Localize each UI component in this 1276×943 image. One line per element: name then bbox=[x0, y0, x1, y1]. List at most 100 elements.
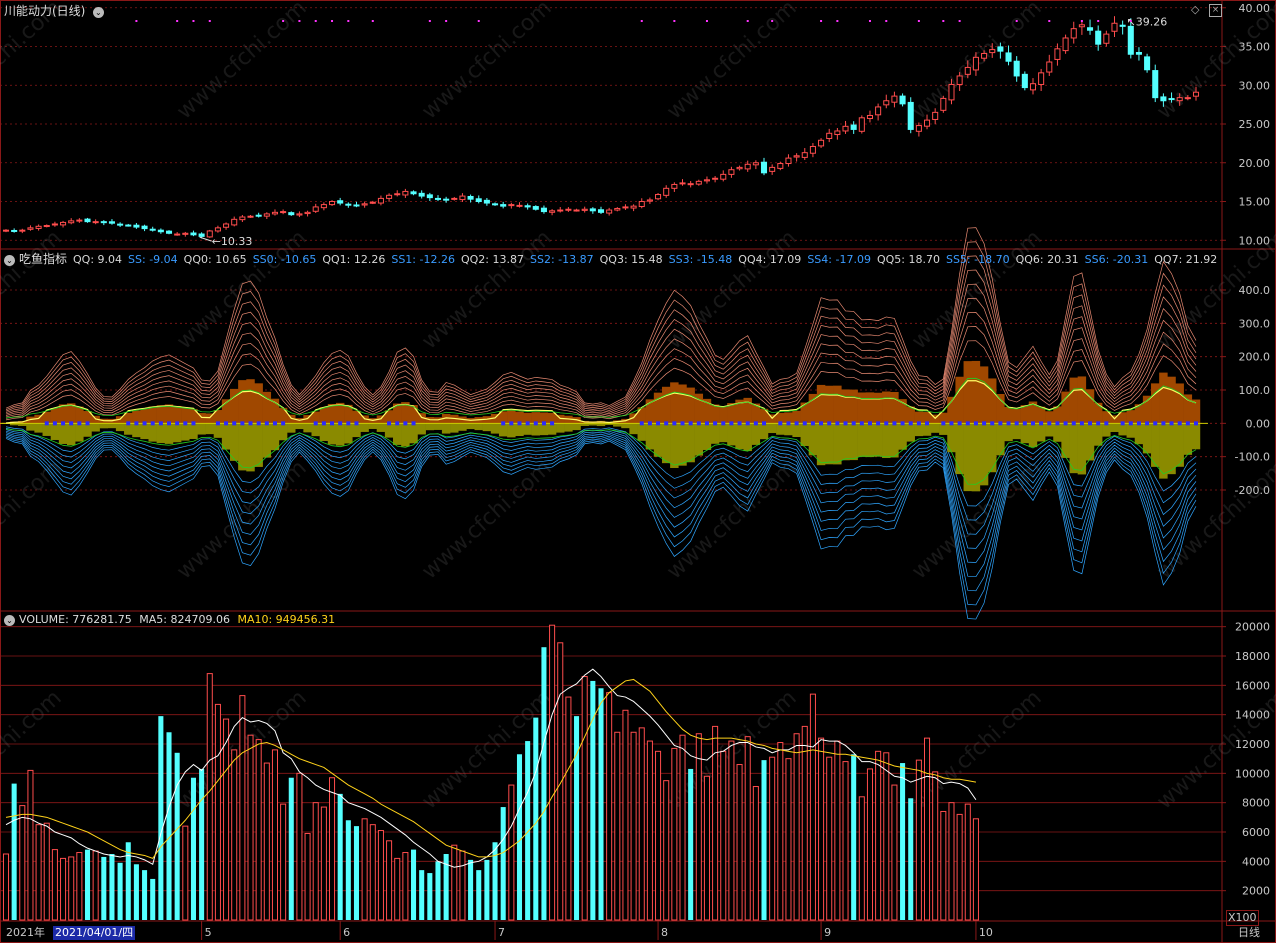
negative-bar bbox=[661, 423, 671, 464]
candle-body bbox=[125, 224, 132, 227]
volume-bar bbox=[166, 732, 172, 920]
blue-marker bbox=[1104, 421, 1109, 426]
close-icon[interactable]: × bbox=[1209, 4, 1222, 17]
blue-marker bbox=[321, 421, 326, 426]
candle-body bbox=[703, 179, 710, 182]
negative-bar bbox=[613, 423, 622, 427]
positive-bar bbox=[205, 413, 214, 424]
candle-body bbox=[834, 130, 841, 136]
negative-bar bbox=[1126, 423, 1136, 438]
volume-bar bbox=[92, 850, 99, 921]
negative-bar bbox=[670, 423, 679, 468]
chevron-down-icon[interactable]: ⌄ bbox=[4, 254, 15, 266]
positive-bar bbox=[629, 413, 638, 424]
volume-bar bbox=[476, 870, 482, 920]
negative-bar bbox=[34, 423, 43, 433]
positive-bar bbox=[1085, 389, 1095, 424]
negative-bar bbox=[735, 423, 744, 450]
volume-bar bbox=[622, 709, 629, 921]
volume-bar bbox=[500, 807, 506, 920]
blue-marker bbox=[1006, 421, 1011, 426]
signal-dot bbox=[347, 20, 350, 22]
volume-bar bbox=[663, 780, 670, 921]
negative-bar bbox=[466, 423, 475, 430]
candle-body bbox=[165, 230, 173, 234]
negative-bar bbox=[914, 423, 924, 437]
volume-bar bbox=[875, 750, 882, 921]
volume-bar bbox=[377, 830, 384, 921]
positive-bar bbox=[816, 384, 826, 424]
blue-marker bbox=[835, 421, 840, 426]
period-label[interactable]: 日线 bbox=[1238, 926, 1260, 939]
volume-bar bbox=[851, 754, 857, 920]
negative-bar bbox=[498, 423, 508, 437]
candle-body bbox=[1111, 22, 1118, 32]
candle-body bbox=[288, 212, 295, 216]
volume-bar bbox=[304, 832, 311, 921]
negative-bar bbox=[303, 423, 312, 433]
volume-bar bbox=[459, 850, 466, 921]
candle-body bbox=[1070, 28, 1077, 39]
candle-body bbox=[907, 101, 914, 130]
blue-marker bbox=[1088, 421, 1093, 426]
volume-bar bbox=[51, 849, 58, 921]
tick-label: 30.00 bbox=[1239, 79, 1271, 92]
positive-bar bbox=[352, 410, 361, 424]
positive-bar bbox=[335, 402, 345, 424]
candle-body bbox=[630, 205, 637, 209]
blue-marker bbox=[52, 421, 57, 426]
blue-marker bbox=[925, 421, 930, 426]
negative-bar bbox=[767, 423, 777, 434]
candle-body bbox=[459, 195, 466, 201]
volume-bar bbox=[182, 825, 189, 921]
negative-bar bbox=[833, 423, 842, 465]
negative-bar bbox=[539, 423, 549, 436]
blue-marker bbox=[892, 421, 897, 426]
blue-marker bbox=[215, 421, 220, 426]
month-label: 6 bbox=[343, 926, 351, 939]
volume-bar bbox=[369, 824, 376, 921]
negative-bar bbox=[1175, 423, 1184, 467]
positive-bar bbox=[1151, 383, 1160, 424]
volume-bar bbox=[142, 870, 148, 920]
negative-bar bbox=[857, 423, 867, 457]
chevron-down-icon[interactable]: ⌄ bbox=[92, 6, 104, 18]
candle-body bbox=[386, 194, 393, 199]
volume-bar bbox=[320, 806, 327, 921]
volume-bar bbox=[565, 696, 572, 921]
candle-body bbox=[312, 206, 319, 212]
month-label: 7 bbox=[498, 926, 506, 939]
positive-bar bbox=[922, 411, 932, 424]
candle-body bbox=[182, 232, 189, 235]
negative-bar bbox=[930, 423, 940, 433]
blue-marker bbox=[142, 421, 147, 426]
volume-bar bbox=[435, 861, 441, 920]
blue-marker bbox=[1177, 421, 1182, 426]
positive-bar bbox=[246, 379, 255, 424]
volume-bar bbox=[598, 688, 604, 920]
volume-bar bbox=[752, 786, 759, 921]
volume-bar bbox=[255, 739, 262, 921]
candle-body bbox=[793, 155, 800, 158]
watermark-text: www.cfchi.com bbox=[1152, 0, 1276, 124]
positive-bar bbox=[890, 391, 899, 424]
negative-bar bbox=[156, 423, 166, 444]
negative-bar bbox=[556, 423, 565, 433]
diamond-icon[interactable]: ◇ bbox=[1191, 3, 1200, 16]
tick-label: 200.0 bbox=[1239, 351, 1271, 364]
candle-body bbox=[271, 211, 278, 215]
signal-dot bbox=[135, 20, 138, 22]
signal-dot bbox=[640, 20, 643, 22]
lower-envelope-line bbox=[5, 430, 1197, 549]
blue-marker bbox=[843, 421, 848, 426]
tick-label: 16000 bbox=[1235, 679, 1270, 692]
candle-body bbox=[508, 204, 515, 207]
negative-bar bbox=[393, 423, 402, 445]
positive-bar bbox=[1004, 406, 1013, 424]
chevron-down-icon[interactable]: ⌄ bbox=[4, 614, 15, 626]
candle-body bbox=[500, 204, 507, 207]
candle-body bbox=[997, 46, 1004, 52]
blue-marker bbox=[680, 421, 685, 426]
